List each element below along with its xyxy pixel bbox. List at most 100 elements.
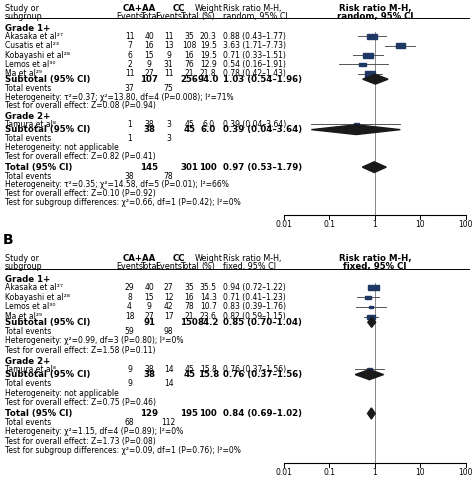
Text: 0.76 (0.37–1.56): 0.76 (0.37–1.56) — [223, 370, 302, 379]
Text: Risk ratio M-H,: Risk ratio M-H, — [339, 254, 411, 263]
Text: 9: 9 — [127, 380, 132, 388]
Text: Lemos et al³⁰: Lemos et al³⁰ — [5, 302, 55, 312]
Text: 0.1: 0.1 — [323, 468, 335, 477]
Text: 78: 78 — [164, 172, 173, 180]
Text: 4: 4 — [127, 302, 132, 312]
Text: 18: 18 — [125, 312, 134, 321]
Text: 12.9: 12.9 — [200, 60, 217, 69]
Text: 3: 3 — [166, 120, 171, 129]
Text: 38: 38 — [144, 120, 154, 129]
Text: 84.2: 84.2 — [198, 318, 219, 327]
Text: 256: 256 — [180, 74, 198, 84]
Text: Total events: Total events — [5, 172, 51, 180]
Text: 35.5: 35.5 — [200, 283, 217, 292]
Text: (%): (%) — [201, 262, 215, 271]
Text: 1: 1 — [127, 134, 132, 143]
Text: Heterogeneity: not applicable: Heterogeneity: not applicable — [5, 388, 118, 398]
Polygon shape — [312, 124, 400, 134]
Text: Grade 1+: Grade 1+ — [5, 24, 50, 34]
Text: 16: 16 — [184, 50, 194, 59]
Text: 11: 11 — [125, 32, 134, 41]
Text: 100: 100 — [458, 468, 473, 477]
Text: 107: 107 — [140, 74, 158, 84]
Text: Weight: Weight — [194, 4, 222, 13]
Text: Kobayashi et al²⁸: Kobayashi et al²⁸ — [5, 293, 70, 302]
Text: Total events: Total events — [5, 84, 51, 92]
Bar — [354, 123, 359, 126]
Text: 0.39 (0.04–3.64): 0.39 (0.04–3.64) — [223, 125, 302, 134]
Text: Heterogeneity: τ²=0.35; χ²=14.58, df=5 (P=0.01); I²=66%: Heterogeneity: τ²=0.35; χ²=14.58, df=5 (… — [5, 180, 228, 190]
Text: Heterogeneity: χ²=0.99, df=3 (P=0.80); I²=0%: Heterogeneity: χ²=0.99, df=3 (P=0.80); I… — [5, 336, 183, 345]
Text: Total: Total — [140, 262, 159, 271]
Text: 14.3: 14.3 — [200, 293, 217, 302]
Bar — [396, 43, 405, 48]
Text: 15: 15 — [144, 50, 154, 59]
Bar — [367, 314, 375, 318]
Text: 17: 17 — [164, 312, 173, 321]
Text: 0.71 (0.41–1.23): 0.71 (0.41–1.23) — [223, 293, 285, 302]
Text: 15.8: 15.8 — [198, 370, 219, 379]
Text: 21.8: 21.8 — [200, 70, 217, 78]
Text: 1: 1 — [372, 468, 377, 477]
Text: Subtotal (95% CI): Subtotal (95% CI) — [5, 370, 90, 379]
Text: 40: 40 — [144, 32, 154, 41]
Text: 45: 45 — [183, 370, 195, 379]
Text: Risk ratio M-H,: Risk ratio M-H, — [223, 254, 281, 263]
Text: 9: 9 — [127, 364, 132, 374]
Text: CC: CC — [172, 254, 185, 263]
Polygon shape — [362, 162, 386, 172]
Text: 31: 31 — [164, 60, 173, 69]
Text: (%): (%) — [201, 12, 215, 21]
Text: 11: 11 — [164, 70, 173, 78]
Text: 94.0: 94.0 — [198, 74, 219, 84]
Text: 16: 16 — [144, 41, 154, 50]
Text: 0.54 (0.16–1.91): 0.54 (0.16–1.91) — [223, 60, 285, 69]
Text: 0.94 (0.72–1.22): 0.94 (0.72–1.22) — [223, 283, 285, 292]
Text: 0.82 (0.59–1.15): 0.82 (0.59–1.15) — [223, 312, 285, 321]
Text: 0.76 (0.37–1.56): 0.76 (0.37–1.56) — [223, 364, 286, 374]
Text: 19.5: 19.5 — [200, 50, 217, 59]
Text: fixed, 95% CI: fixed, 95% CI — [223, 262, 276, 271]
Text: Tamura et al⁸: Tamura et al⁸ — [5, 364, 56, 374]
Text: 15.8: 15.8 — [200, 364, 217, 374]
Text: 9: 9 — [147, 302, 152, 312]
Text: 1.03 (0.54–1.96): 1.03 (0.54–1.96) — [223, 74, 302, 84]
Text: 23.6: 23.6 — [200, 312, 217, 321]
Text: 0.01: 0.01 — [276, 468, 293, 477]
Text: 7: 7 — [127, 41, 132, 50]
Text: 100: 100 — [200, 162, 217, 172]
Text: subgroup: subgroup — [5, 262, 42, 271]
Text: subgroup: subgroup — [5, 12, 42, 21]
Text: 78: 78 — [184, 302, 194, 312]
Text: Total events: Total events — [5, 134, 51, 143]
Text: Test for overall effect: Z=0.10 (P=0.92): Test for overall effect: Z=0.10 (P=0.92) — [5, 190, 155, 198]
Text: Total: Total — [140, 12, 159, 21]
Text: 10: 10 — [416, 468, 425, 477]
Text: 1: 1 — [372, 220, 377, 229]
Text: 0.39 (0.04–3.64): 0.39 (0.04–3.64) — [223, 120, 286, 129]
Polygon shape — [363, 74, 388, 84]
Text: 3: 3 — [166, 134, 171, 143]
Text: 16: 16 — [184, 293, 194, 302]
Text: 10.7: 10.7 — [200, 302, 217, 312]
Text: 21: 21 — [184, 70, 194, 78]
Text: 37: 37 — [124, 84, 134, 92]
Text: 145: 145 — [140, 162, 158, 172]
Text: 38: 38 — [143, 125, 155, 134]
Bar — [368, 34, 377, 39]
Text: 20.3: 20.3 — [200, 32, 217, 41]
Text: 38: 38 — [143, 370, 155, 379]
Text: 8: 8 — [127, 293, 132, 302]
Bar — [365, 71, 375, 76]
Text: 76: 76 — [184, 60, 194, 69]
Text: Total: Total — [180, 12, 199, 21]
Text: CC: CC — [172, 4, 185, 13]
Text: 11: 11 — [164, 32, 173, 41]
Text: Total events: Total events — [5, 327, 51, 336]
Text: Events: Events — [116, 12, 143, 21]
Text: 9: 9 — [166, 50, 171, 59]
Text: Test for subgroup differences: χ²=0.09, df=1 (P=0.76); I²=0%: Test for subgroup differences: χ²=0.09, … — [5, 446, 241, 455]
Text: 35: 35 — [184, 283, 194, 292]
Bar — [369, 306, 373, 308]
Text: 2: 2 — [127, 60, 132, 69]
